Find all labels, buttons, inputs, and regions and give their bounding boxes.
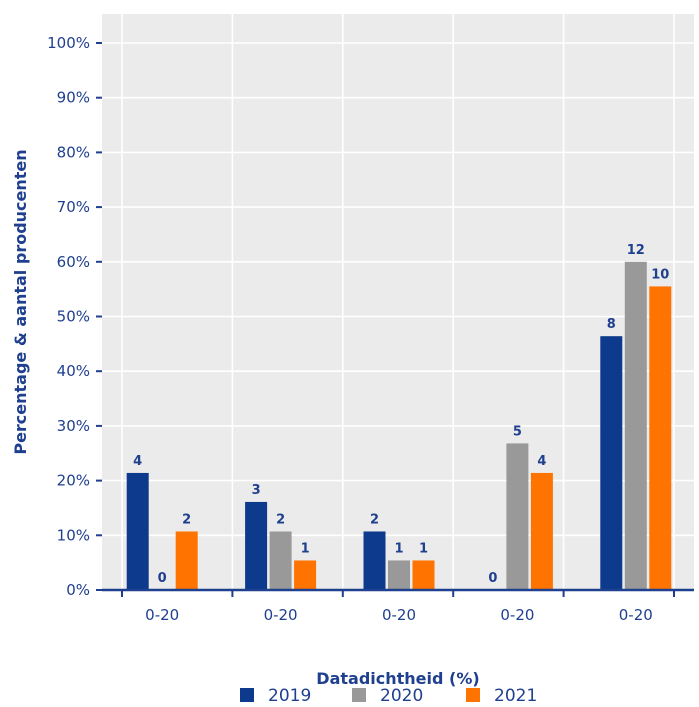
data-label: 2 — [182, 512, 191, 527]
axes: 0% 10% 20% 30% 40% 50% 60% 70% 80% 90% 100% 0-20 0-2… — [47, 34, 694, 624]
y-tick-label: 70% — [57, 198, 90, 216]
data-label: 10 — [651, 267, 669, 282]
data-label: 0 — [158, 571, 167, 586]
y-tick-label: 30% — [57, 417, 90, 435]
bar — [412, 560, 435, 590]
bar — [363, 531, 386, 590]
legend-label: 2020 — [380, 686, 423, 706]
bar — [388, 560, 410, 590]
data-label: 12 — [627, 243, 645, 258]
bars — [126, 261, 672, 590]
data-label: 2 — [276, 512, 285, 527]
y-tick-label: 80% — [57, 143, 90, 161]
bar — [245, 501, 268, 590]
y-tick-label: 10% — [57, 526, 90, 544]
y-tick-label: 0% — [66, 581, 90, 599]
y-tick-label: 60% — [57, 253, 90, 271]
bar — [506, 443, 529, 590]
data-label: 2 — [370, 512, 379, 527]
legend: 2019 2020 2021 — [240, 686, 537, 706]
data-label: 5 — [513, 424, 522, 439]
bar — [624, 261, 647, 590]
y-tick-label: 100% — [47, 34, 90, 52]
data-label: 3 — [252, 483, 261, 498]
data-label: 1 — [301, 541, 310, 556]
x-tick-label: 0-20 — [145, 606, 179, 624]
data-label: 1 — [394, 541, 403, 556]
bar — [126, 472, 149, 590]
y-tick-label: 40% — [57, 362, 90, 380]
legend-swatch — [240, 688, 254, 702]
data-label: 4 — [537, 454, 546, 469]
x-tick-label: 0-20 — [382, 606, 416, 624]
bar — [530, 472, 553, 590]
x-tick-label: 0-20 — [264, 606, 298, 624]
data-label: 4 — [133, 454, 142, 469]
y-axis-title: Percentage & aantal producenten — [11, 149, 30, 454]
y-tick-label: 20% — [57, 472, 90, 490]
gridlines — [102, 14, 694, 590]
legend-swatch — [466, 688, 480, 702]
legend-swatch — [352, 688, 366, 702]
bar — [600, 336, 623, 590]
legend-label: 2019 — [268, 686, 311, 706]
data-label: 8 — [607, 317, 616, 332]
y-tick-label: 50% — [57, 308, 90, 326]
data-label: 0 — [488, 571, 497, 586]
x-tick-label: 0-20 — [500, 606, 534, 624]
bar — [649, 286, 672, 590]
x-axis-title: Datadichtheid (%) — [316, 669, 479, 688]
legend-label: 2021 — [494, 686, 537, 706]
data-label: 1 — [419, 541, 428, 556]
plot-background — [102, 14, 694, 590]
x-tick-label: 0-20 — [619, 606, 653, 624]
bar — [294, 560, 317, 590]
bar — [269, 531, 292, 590]
y-tick-label: 90% — [57, 89, 90, 107]
bar — [175, 531, 198, 590]
